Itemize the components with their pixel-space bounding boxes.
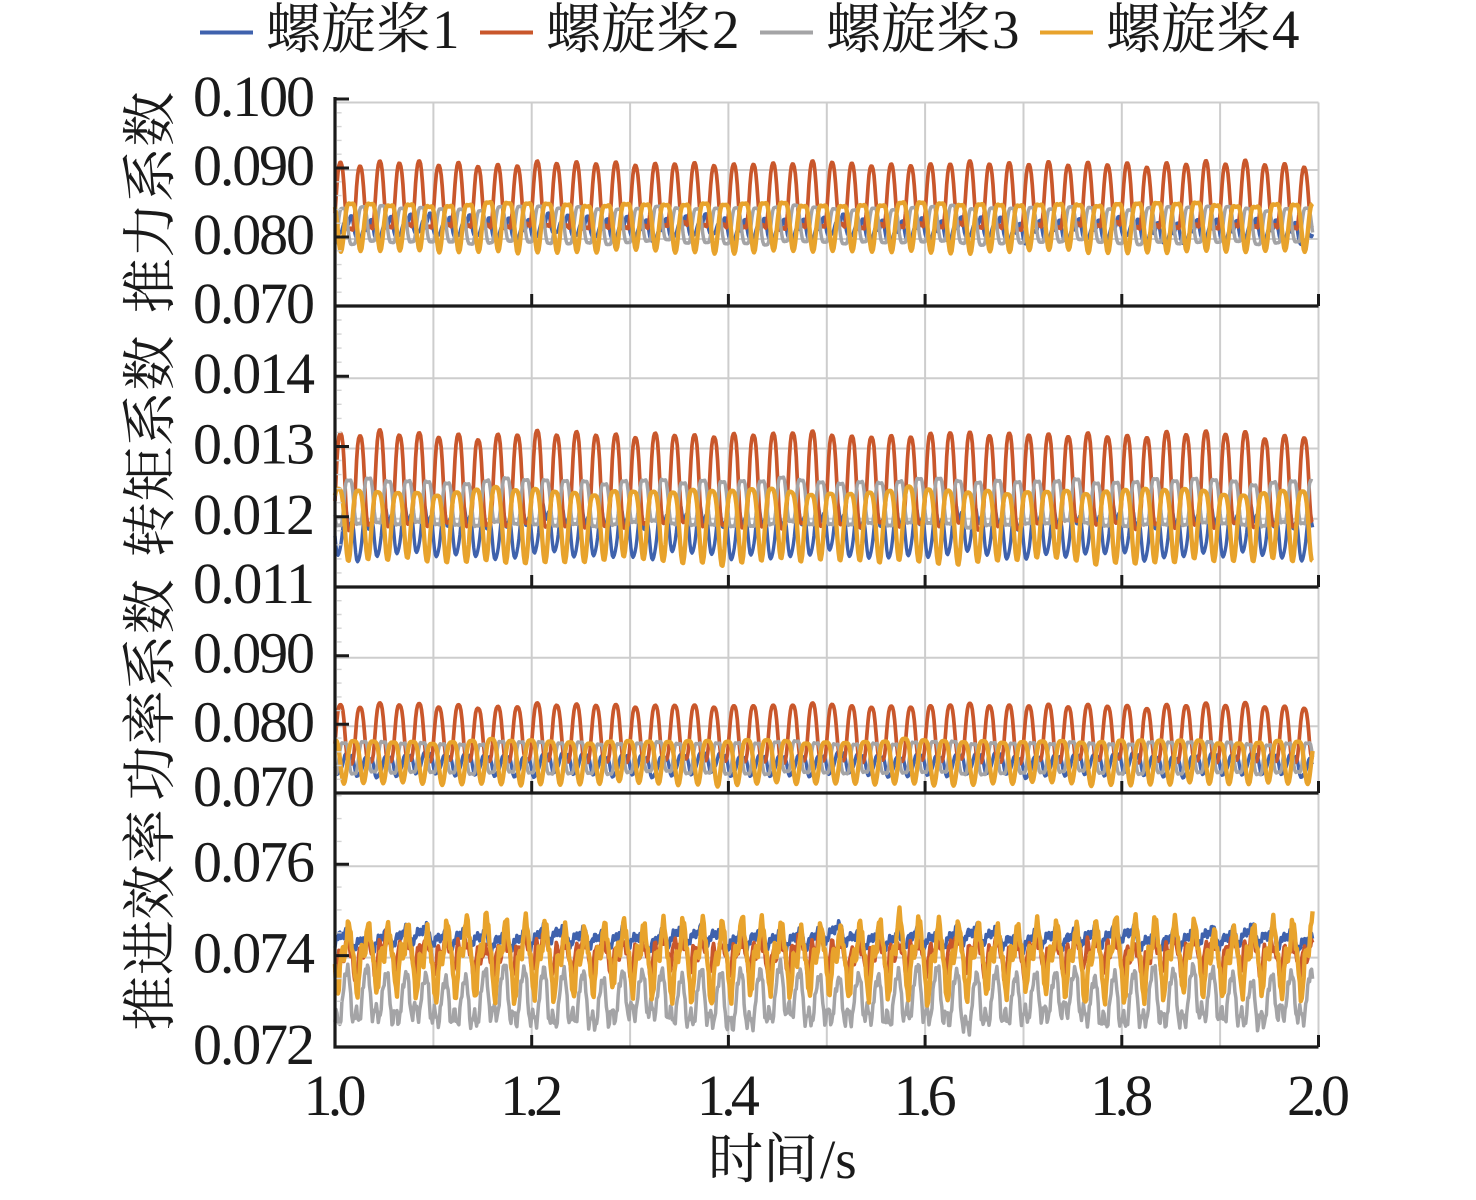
svg-text:1: 1 [432, 0, 460, 60]
svg-text:4: 4 [1272, 0, 1300, 60]
svg-text:1.0: 1.0 [304, 1063, 367, 1128]
svg-text:/s: /s [820, 1129, 857, 1190]
svg-text:0.072: 0.072 [193, 1012, 315, 1077]
svg-text:0.070: 0.070 [193, 754, 315, 819]
svg-text:2.0: 2.0 [1287, 1063, 1350, 1128]
svg-text:0.011: 0.011 [193, 551, 315, 616]
svg-text:0.074: 0.074 [193, 921, 315, 986]
svg-text:2: 2 [712, 0, 740, 60]
svg-text:0.070: 0.070 [193, 271, 315, 336]
svg-text:0.090: 0.090 [193, 133, 315, 198]
svg-text:0.013: 0.013 [193, 412, 315, 477]
svg-text:1.8: 1.8 [1090, 1063, 1153, 1128]
svg-text:0.012: 0.012 [193, 482, 315, 547]
svg-text:1.6: 1.6 [894, 1063, 957, 1128]
svg-text:0.100: 0.100 [193, 64, 315, 129]
svg-text:1.2: 1.2 [500, 1063, 563, 1128]
svg-text:0.080: 0.080 [193, 689, 315, 754]
svg-text:1.4: 1.4 [697, 1063, 760, 1128]
svg-text:0.076: 0.076 [193, 829, 315, 894]
svg-text:0.080: 0.080 [193, 202, 315, 267]
svg-text:0.090: 0.090 [193, 621, 315, 686]
svg-text:3: 3 [992, 0, 1020, 60]
svg-text:0.014: 0.014 [193, 341, 315, 406]
